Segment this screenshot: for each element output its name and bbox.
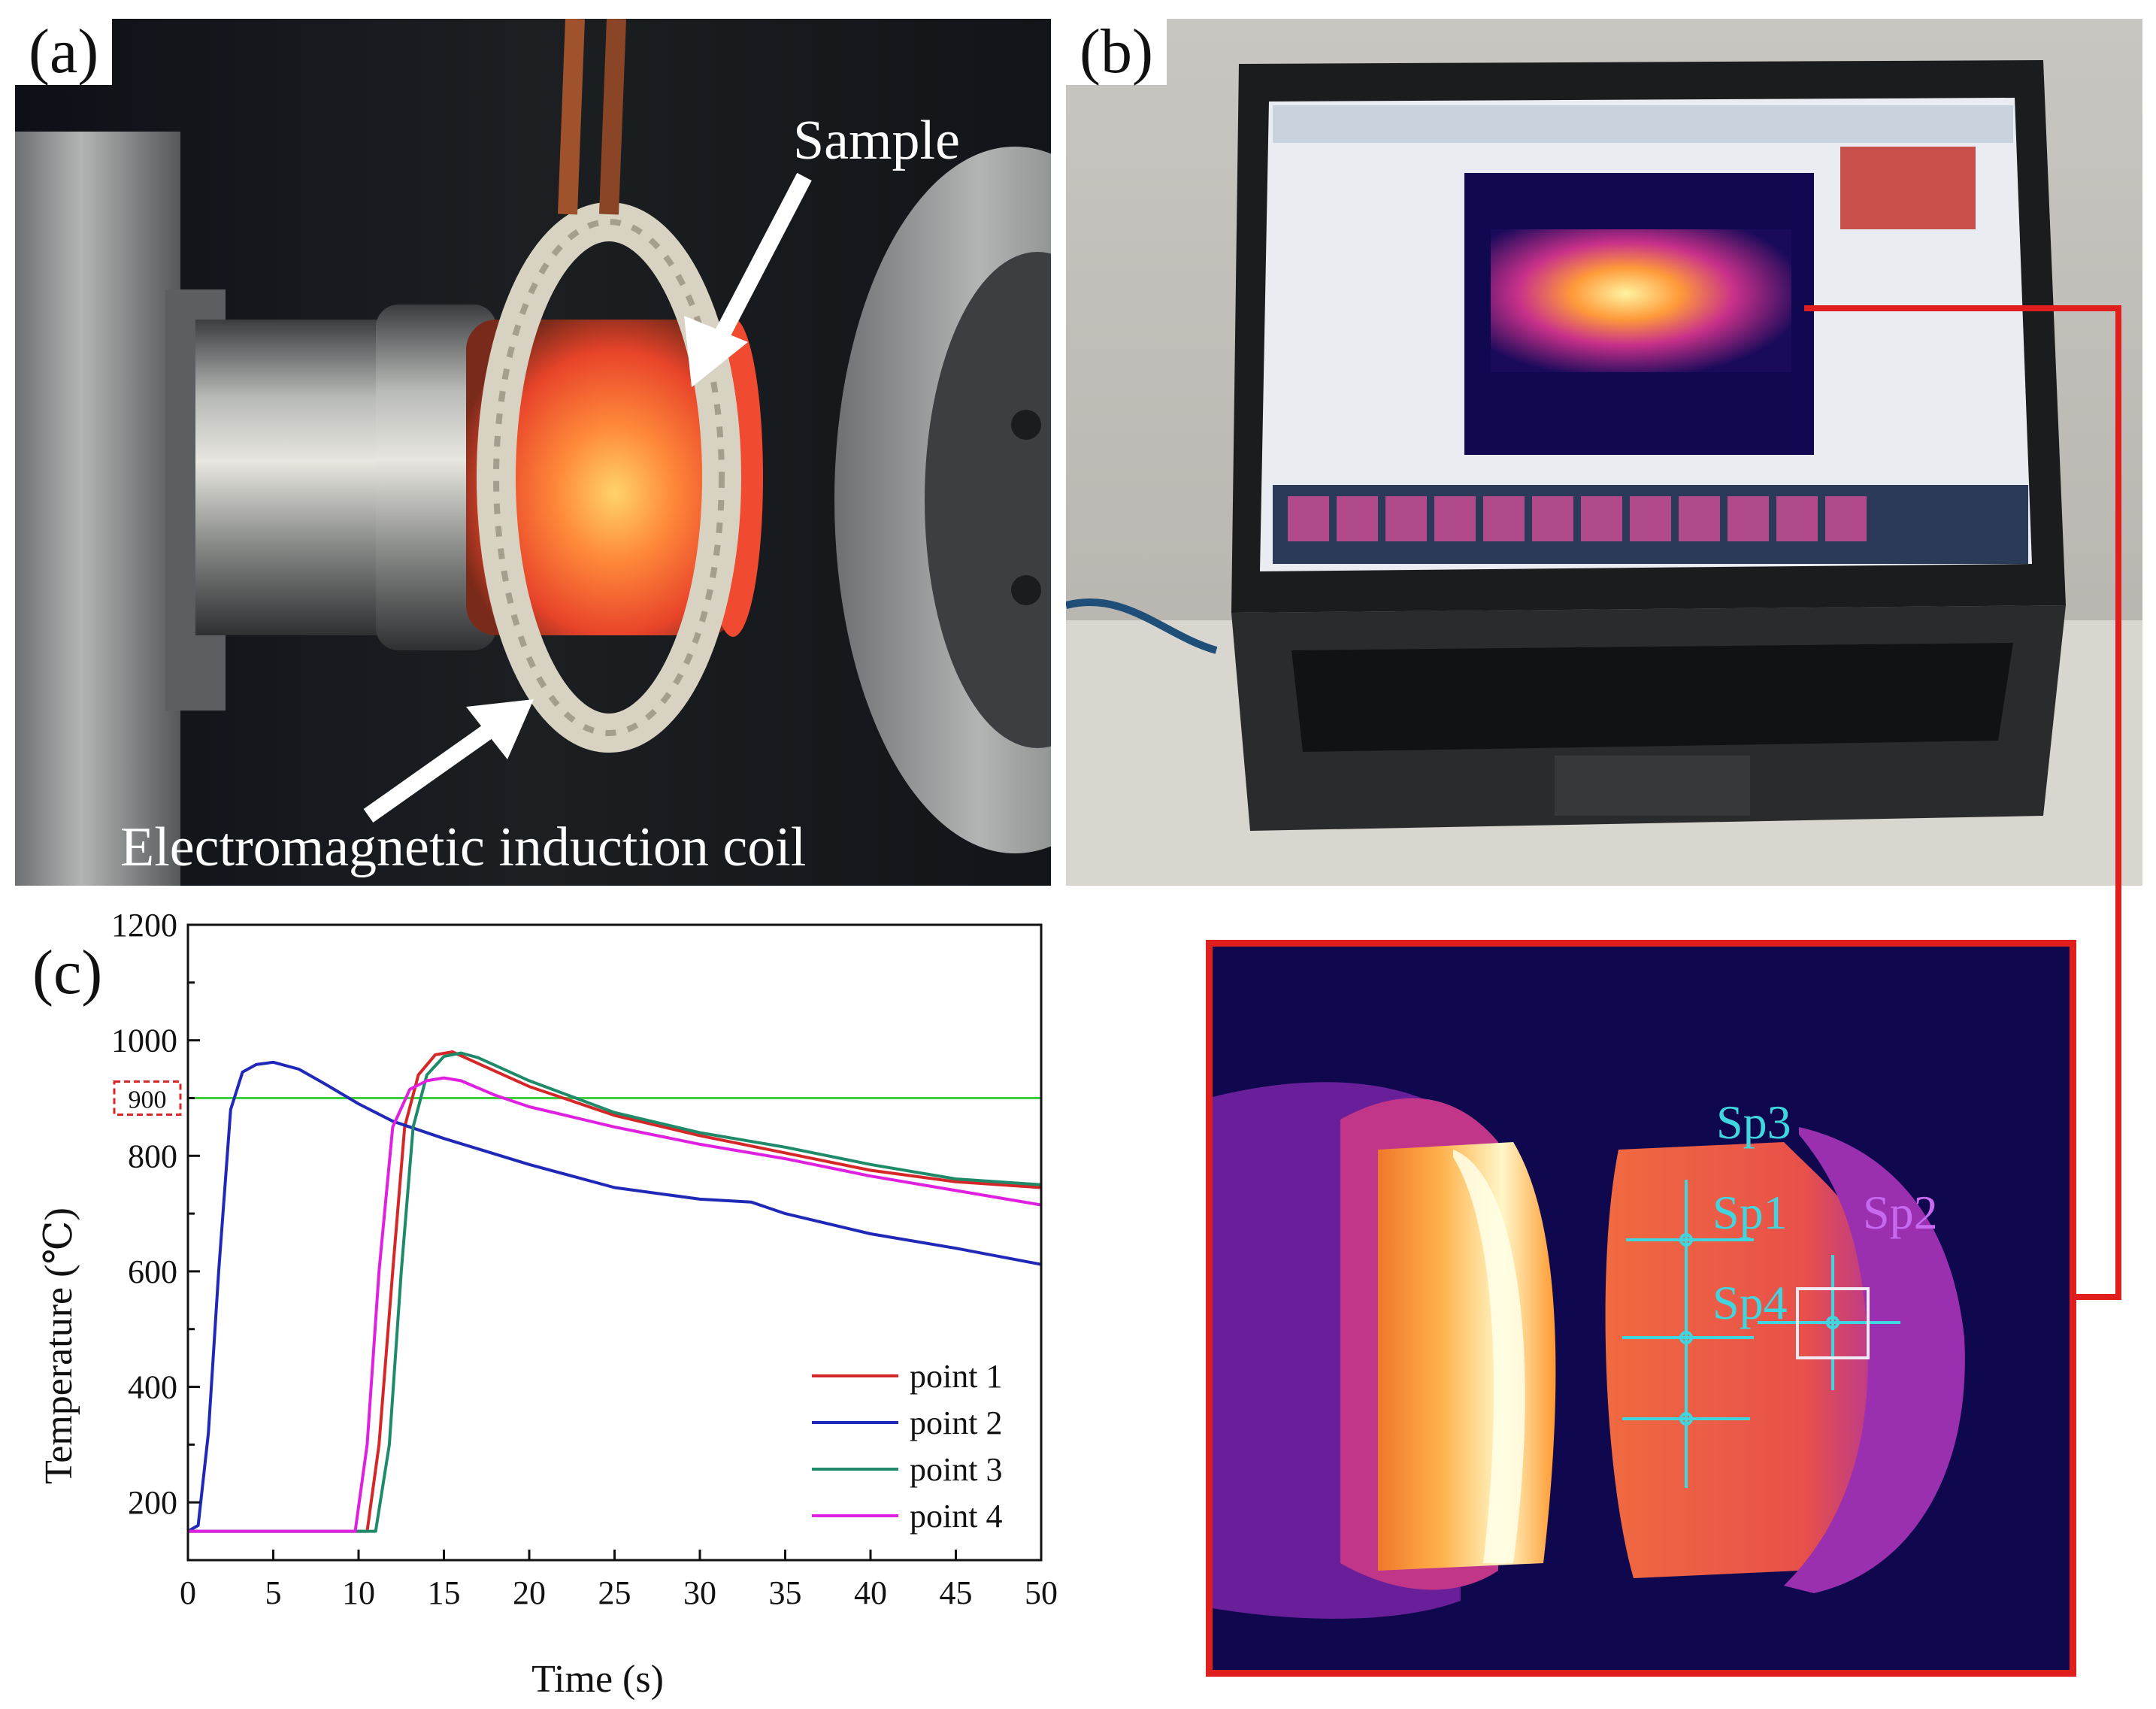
thermal-zoom: Sp3 Sp1 Sp2 Sp4 (1206, 940, 2076, 1677)
series-line-point-2 (187, 1060, 1042, 1533)
series-line-point-3 (188, 1051, 1042, 1533)
series-line-point-1 (188, 1050, 1042, 1533)
spot-label-sp1: Sp1 (1712, 1186, 1788, 1239)
y-tick-label: 400 (128, 1369, 177, 1406)
y-tick-label: 200 (128, 1484, 177, 1521)
induction-heating-photo (15, 19, 1051, 886)
spot-label-sp3: Sp3 (1716, 1095, 1791, 1149)
reference-label-box (113, 1080, 182, 1116)
sample-arrow (684, 172, 812, 387)
panel-b-photo: (b) (1066, 19, 2142, 886)
x-tick-label: 35 (769, 1574, 802, 1611)
y-tick-label: 1200 (111, 907, 177, 944)
x-tick-label: 5 (265, 1574, 282, 1611)
x-tick-label: 25 (598, 1574, 631, 1611)
series-line-point-4 (188, 1076, 1042, 1533)
panel-a-label: (a) (15, 19, 113, 86)
y-tick-label: 800 (128, 1138, 177, 1174)
coil-label: Electromagnetic induction coil (120, 817, 807, 878)
spot-label-sp4: Sp4 (1712, 1276, 1788, 1329)
sample-label: Sample (793, 110, 960, 171)
x-tick-label: 10 (342, 1574, 375, 1611)
thermal-image: Sp3 Sp1 Sp2 Sp4 (1213, 947, 2070, 1670)
y-tick-label: 600 (128, 1253, 177, 1290)
legend-label: point 3 (910, 1451, 1002, 1488)
x-tick-label: 20 (513, 1574, 546, 1611)
reference-label: 900 (129, 1086, 167, 1114)
panel-c-label: (c) (32, 938, 103, 1008)
spot-label-sp2: Sp2 (1863, 1186, 1938, 1239)
temperature-chart: 0 5 10 15 20 25 30 35 40 45 50 200 400 600 800 1000 1200… (38, 907, 1058, 1701)
y-tick-label: 1000 (111, 1023, 177, 1059)
x-tick-label: 15 (428, 1574, 461, 1611)
x-tick-label: 45 (940, 1574, 973, 1611)
legend-label: point 1 (910, 1358, 1002, 1395)
x-tick-label: 30 (683, 1574, 716, 1611)
x-tick-label: 50 (1025, 1574, 1058, 1611)
panel-a-photo: (a) Sample Electromagnetic induction coi… (15, 19, 1051, 886)
legend-label: point 4 (910, 1498, 1002, 1535)
x-tick-label: 40 (854, 1574, 887, 1611)
panel-c-chart: 0 5 10 15 20 25 30 35 40 45 50 200 400 600 800 1000 1200… (0, 895, 1083, 1709)
panel-b-label: (b) (1066, 19, 1167, 86)
spot-markers (1622, 1180, 1900, 1488)
y-axis-label: Temperature (℃) (38, 1208, 80, 1484)
legend-label: point 2 (910, 1404, 1002, 1441)
x-tick-label: 0 (180, 1574, 196, 1611)
laptop-photo (1066, 19, 2142, 886)
coil-arrow (363, 699, 534, 823)
x-axis-label: Time (s) (531, 1658, 664, 1701)
